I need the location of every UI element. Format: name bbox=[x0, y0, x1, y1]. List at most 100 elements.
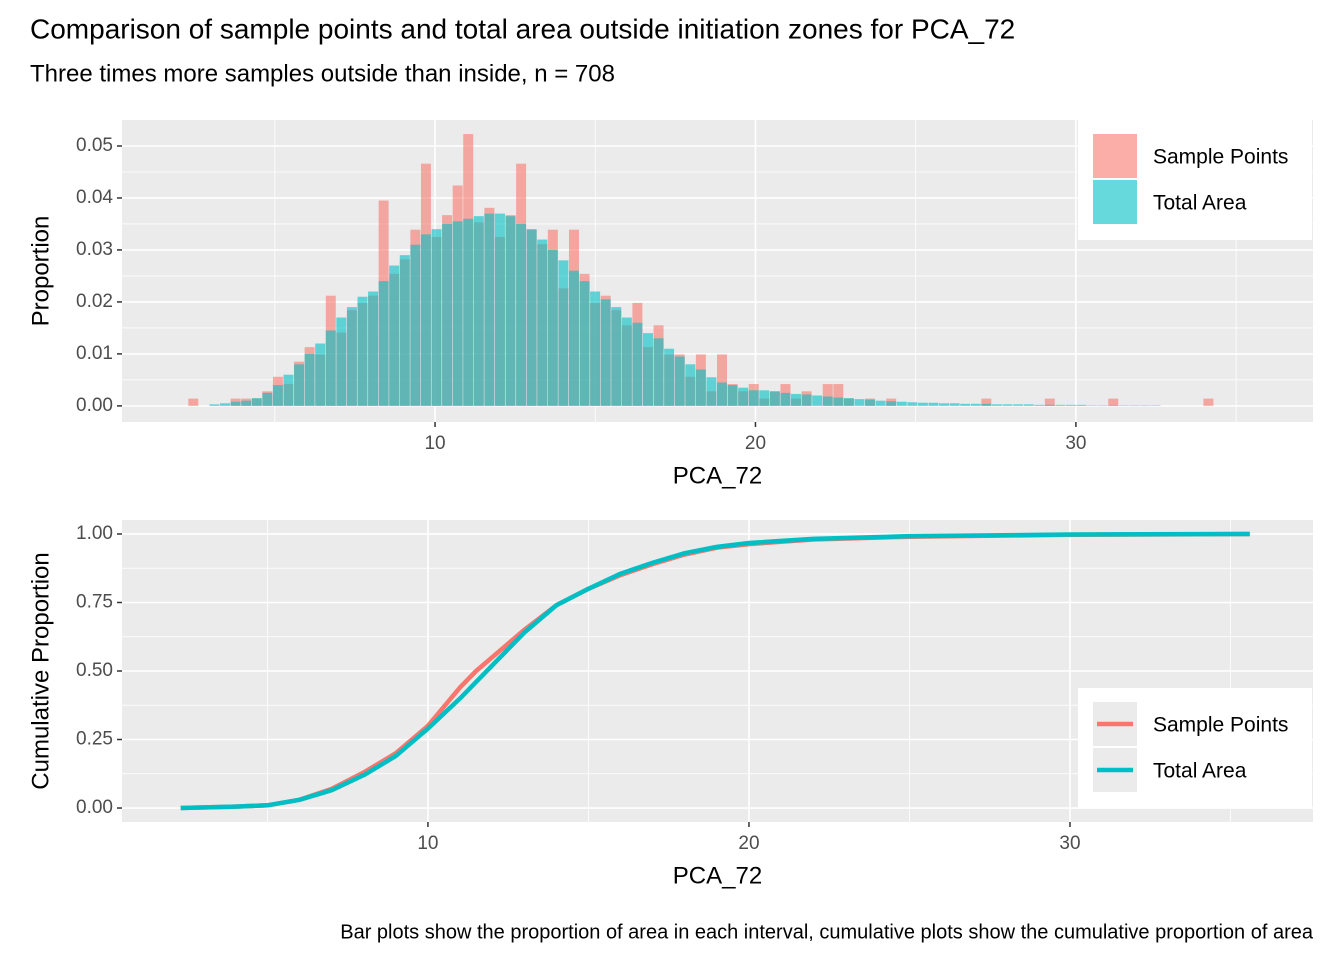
bar bbox=[558, 260, 569, 406]
bar bbox=[896, 401, 907, 406]
legend-label: Total Area bbox=[1153, 192, 1247, 215]
chart-title: Comparison of sample points and total ar… bbox=[30, 13, 1015, 44]
bar bbox=[389, 265, 400, 406]
bar bbox=[283, 374, 294, 406]
bar bbox=[1044, 404, 1055, 406]
bar bbox=[1055, 404, 1066, 406]
bar bbox=[251, 398, 262, 406]
x-tick-label: 30 bbox=[1059, 833, 1080, 854]
y-tick-label: 0.01 bbox=[76, 343, 113, 364]
y-tick-label: 0.02 bbox=[76, 291, 113, 312]
bar bbox=[1108, 398, 1119, 406]
bar bbox=[981, 398, 992, 406]
bar bbox=[473, 216, 484, 406]
bar bbox=[431, 229, 442, 406]
bar bbox=[907, 402, 918, 406]
bar bbox=[420, 234, 431, 406]
y-tick-label: 0.00 bbox=[76, 395, 113, 416]
bar bbox=[315, 343, 326, 406]
x-tick-label: 20 bbox=[745, 433, 766, 454]
bar bbox=[241, 400, 252, 406]
bar bbox=[336, 317, 347, 406]
legend-key bbox=[1093, 180, 1137, 224]
bar bbox=[1087, 405, 1098, 406]
legend-key bbox=[1093, 134, 1137, 178]
x-tick-label: 10 bbox=[417, 833, 438, 854]
bar bbox=[717, 354, 727, 406]
bar bbox=[410, 244, 421, 406]
bar bbox=[695, 369, 706, 406]
bar bbox=[1108, 405, 1119, 406]
bar bbox=[325, 330, 336, 406]
x-tick-label: 10 bbox=[424, 433, 445, 454]
bar bbox=[822, 396, 833, 406]
bar bbox=[1034, 404, 1045, 406]
bar bbox=[357, 296, 368, 406]
x-tick-label: 30 bbox=[1065, 433, 1086, 454]
bar bbox=[917, 402, 928, 406]
bar bbox=[1013, 404, 1024, 406]
bar bbox=[230, 401, 241, 406]
bar bbox=[653, 338, 664, 406]
line bbox=[180, 531, 1250, 811]
bar bbox=[939, 403, 950, 406]
x-tick-label: 20 bbox=[738, 833, 759, 854]
bar bbox=[812, 395, 823, 406]
y-tick-label: 0.25 bbox=[76, 729, 113, 750]
bar bbox=[494, 213, 505, 406]
bar bbox=[1129, 405, 1140, 406]
bar bbox=[865, 399, 876, 406]
bar bbox=[928, 402, 939, 406]
y-tick-label: 0.05 bbox=[76, 135, 113, 156]
bar bbox=[346, 307, 357, 406]
bar bbox=[442, 223, 453, 406]
bar bbox=[1044, 398, 1055, 406]
bar bbox=[1076, 404, 1087, 406]
bar bbox=[600, 299, 611, 406]
bar bbox=[621, 317, 632, 406]
bar bbox=[1002, 404, 1013, 406]
bar bbox=[547, 249, 558, 406]
bar bbox=[643, 333, 653, 406]
bar bbox=[463, 218, 474, 406]
bar bbox=[875, 400, 886, 406]
bar bbox=[1203, 398, 1214, 406]
y-tick-label: 0.75 bbox=[76, 592, 113, 613]
bar bbox=[727, 385, 738, 406]
bar bbox=[801, 394, 812, 406]
bar bbox=[368, 291, 379, 406]
bar bbox=[822, 384, 833, 406]
legend-label: Sample Points bbox=[1153, 714, 1288, 737]
bar bbox=[537, 239, 548, 406]
bar bbox=[664, 348, 675, 406]
bar bbox=[685, 364, 696, 406]
bar bbox=[748, 390, 759, 406]
bar bbox=[970, 403, 981, 406]
bar bbox=[294, 364, 305, 406]
y-tick-label: 0.50 bbox=[76, 660, 113, 681]
bar bbox=[674, 356, 685, 406]
x-axis-title: PCA_72 bbox=[673, 462, 762, 489]
bar bbox=[991, 404, 1002, 406]
bar bbox=[399, 255, 410, 406]
y-axis-title: Proportion bbox=[27, 216, 54, 327]
bar bbox=[886, 401, 897, 406]
bar bbox=[843, 398, 854, 406]
bar bbox=[484, 213, 495, 406]
chart-subtitle: Three times more samples outside than in… bbox=[30, 60, 615, 87]
bar bbox=[505, 216, 516, 406]
y-tick-label: 0.04 bbox=[76, 187, 113, 208]
bar bbox=[1118, 405, 1129, 406]
bar bbox=[272, 385, 283, 406]
y-tick-label: 0.03 bbox=[76, 239, 113, 260]
bar bbox=[1023, 404, 1034, 406]
bar bbox=[220, 403, 231, 406]
bar bbox=[949, 403, 960, 406]
bar bbox=[1065, 404, 1076, 406]
bar bbox=[1097, 405, 1108, 406]
bar bbox=[981, 403, 992, 406]
bar bbox=[706, 377, 717, 406]
bar bbox=[209, 404, 220, 406]
bar bbox=[717, 382, 727, 406]
